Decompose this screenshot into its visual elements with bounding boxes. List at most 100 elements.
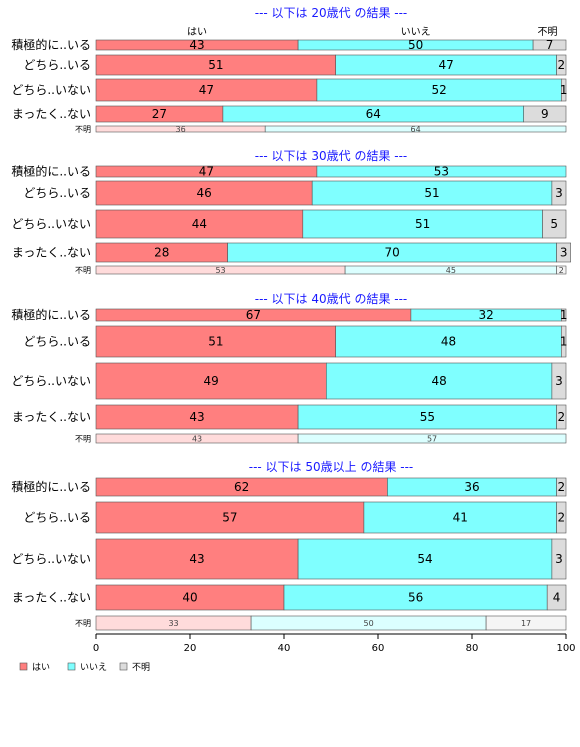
row-label: 積極的に..いる: [11, 37, 91, 52]
data-label: 36: [464, 480, 479, 494]
legend-swatch: [67, 662, 76, 671]
data-label: 56: [408, 591, 423, 605]
data-label: 2: [559, 266, 564, 275]
bar-segment: [325, 362, 553, 400]
bar-segment: [485, 615, 567, 631]
legend-swatch: [119, 662, 128, 671]
data-label: 48: [441, 335, 456, 349]
bar-segment: [523, 105, 567, 123]
bar-segment: [560, 325, 567, 358]
bar-segment: [560, 78, 567, 102]
bar-segment: [264, 125, 567, 133]
bar-segment: [311, 180, 553, 206]
panel-title: --- 以下は 50歳以上 の結果 ---: [249, 460, 414, 474]
row-label: まったく..ない: [12, 591, 91, 605]
data-label: 51: [424, 186, 439, 200]
row-label: 不明: [75, 266, 91, 275]
row-label: どちら..いる: [23, 511, 91, 525]
bar-segment: [551, 180, 567, 206]
data-label: 3: [555, 186, 563, 200]
data-label: 50: [408, 38, 423, 52]
x-tick-label: 20: [184, 643, 197, 654]
data-label: 27: [152, 107, 167, 121]
row-label: どちら..いない: [11, 217, 91, 231]
data-label: 53: [434, 165, 449, 179]
row-label: まったく..ない: [12, 246, 91, 260]
data-label: 47: [199, 165, 214, 179]
panel-title: --- 以下は 20歳代 の結果 ---: [255, 6, 408, 20]
row-label: 不明: [75, 619, 91, 628]
data-label: 43: [189, 552, 204, 566]
legend-label: 不明: [132, 662, 150, 673]
data-label: 9: [541, 107, 549, 121]
row-label: 不明: [75, 125, 91, 134]
row-label: 積極的に..いる: [11, 479, 91, 494]
data-label: 46: [196, 186, 211, 200]
bar-segment: [302, 209, 543, 239]
bar-segment: [556, 404, 567, 430]
data-label: 3: [560, 246, 568, 260]
data-label: 53: [215, 266, 225, 275]
row-label: 積極的に..いる: [11, 164, 91, 179]
bar-segment: [95, 584, 285, 611]
bar-segment: [556, 242, 571, 263]
bar-segment: [363, 501, 557, 534]
bar-segment: [335, 325, 562, 358]
column-header: いいえ: [401, 26, 431, 38]
data-label: 36: [176, 125, 186, 134]
bar-segment: [551, 362, 567, 400]
bar-segment: [95, 209, 304, 239]
bar-segment: [556, 477, 567, 497]
bar-segment: [297, 433, 567, 444]
data-label: 64: [366, 107, 381, 121]
data-label: 2: [557, 410, 565, 424]
data-label: 40: [182, 591, 197, 605]
data-label: 43: [189, 38, 204, 52]
legend-label: はい: [32, 662, 50, 673]
data-label: 43: [192, 435, 202, 444]
data-label: 17: [521, 619, 531, 628]
row-label: どちら..いる: [23, 335, 91, 349]
bar-segment: [283, 584, 548, 611]
data-label: 55: [420, 410, 435, 424]
data-label: 45: [446, 266, 456, 275]
row-label: まったく..ない: [12, 410, 91, 424]
row-label: どちら..いない: [11, 552, 91, 566]
data-label: 3: [555, 374, 563, 388]
x-tick-label: 40: [278, 643, 291, 654]
bar-segment: [316, 165, 567, 178]
data-label: 64: [411, 125, 421, 134]
row-label: どちら..いない: [11, 374, 91, 388]
row-label: どちら..いる: [23, 58, 91, 72]
data-label: 1: [560, 308, 568, 322]
data-label: 28: [154, 246, 169, 260]
data-label: 47: [439, 58, 454, 72]
data-label: 47: [199, 83, 214, 97]
bar-segment: [95, 501, 365, 534]
data-label: 2: [557, 480, 565, 494]
data-label: 51: [208, 335, 223, 349]
data-label: 1: [560, 83, 568, 97]
column-header: はい: [187, 26, 207, 38]
data-label: 49: [204, 374, 219, 388]
data-label: 70: [384, 246, 399, 260]
bar-segment: [556, 265, 567, 275]
x-tick-label: 80: [466, 643, 479, 654]
data-label: 41: [453, 511, 468, 525]
bar-segment: [556, 501, 567, 534]
bar-segment: [297, 538, 553, 580]
row-label: まったく..ない: [12, 107, 91, 121]
data-label: 1: [560, 335, 568, 349]
data-label: 54: [417, 552, 432, 566]
data-label: 51: [208, 58, 223, 72]
data-label: 48: [431, 374, 446, 388]
data-label: 62: [234, 480, 249, 494]
data-label: 32: [478, 308, 493, 322]
bar-segment: [95, 325, 336, 358]
row-label: 積極的に..いる: [11, 307, 91, 322]
bar-segment: [551, 538, 567, 580]
bar-segment: [542, 209, 567, 239]
data-label: 4: [553, 591, 561, 605]
data-label: 51: [415, 217, 430, 231]
